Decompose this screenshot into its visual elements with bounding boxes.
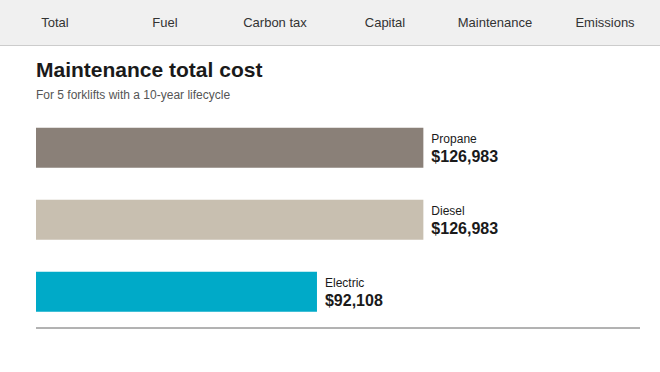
svg-text:Electric: Electric <box>325 276 364 290</box>
html-text:Carbon tax: Carbon tax <box>243 15 307 30</box>
svg-text:Diesel: Diesel <box>431 204 464 218</box>
html-text:For 5 forklifts with a 10-year: For 5 forklifts with a 10-year lifecycle <box>36 88 231 102</box>
svg-text:$126,983: $126,983 <box>431 220 498 237</box>
html-text:Capital: Capital <box>364 15 406 30</box>
svg-text:$92,108: $92,108 <box>325 292 383 309</box>
html-text:Emissions: Emissions <box>575 15 635 30</box>
html-text:Maintenance total cost: Maintenance total cost <box>36 58 263 81</box>
svg-text:Propane: Propane <box>431 132 477 146</box>
html-text:Maintenance: Maintenance <box>457 15 533 30</box>
html-text:Fuel: Fuel <box>152 15 178 30</box>
svg-text:$126,983: $126,983 <box>431 148 498 165</box>
html-text:Total: Total <box>41 15 69 30</box>
